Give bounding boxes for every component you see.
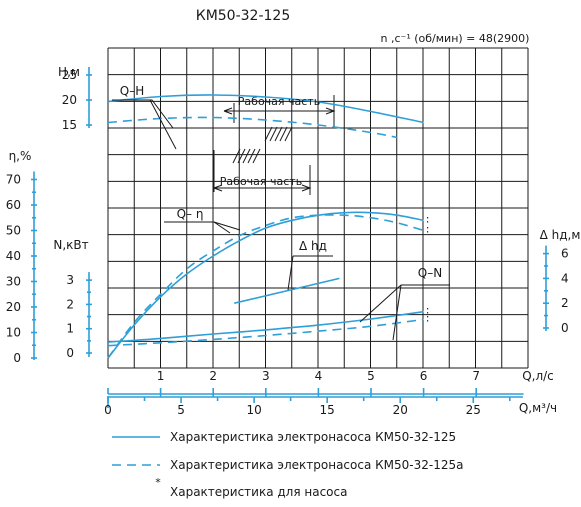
- curve-q-n-dashed: [107, 318, 424, 347]
- legend-text-solid: Характеристика электронасоса КМ50-32-125: [170, 430, 456, 444]
- qn-curve-label: Q–N: [418, 266, 442, 280]
- power-tick-label: 0: [66, 346, 74, 360]
- work-zone-hatch: [242, 148, 251, 164]
- q-ls-tick-label: 2: [209, 369, 217, 383]
- work-zone-hatch: [252, 148, 261, 164]
- qh-curve-label: Q–H: [120, 84, 144, 98]
- curve-q-h-dashed: [107, 116, 398, 139]
- work-zone-label-bottom: Рабочая часть: [220, 175, 302, 188]
- q-m3h-tick-label: 25: [466, 403, 481, 417]
- power-tick-label: 2: [66, 297, 74, 311]
- work-zone-bottom-arrow-right: [301, 184, 312, 192]
- work-zone-label-top: Рабочая часть: [238, 95, 320, 108]
- work-zone-hatch: [269, 126, 278, 142]
- chart-curves: ::::: [107, 94, 430, 359]
- work-zone-top-arrow-left: [223, 107, 233, 115]
- efficiency-tick-label: 50: [6, 224, 21, 238]
- head-tick-label: 15: [62, 118, 77, 132]
- work-zone-hatch: [279, 126, 288, 142]
- chart-legend: *: [112, 436, 161, 489]
- power-tick-label: 1: [66, 322, 74, 336]
- legend-text-dashed: Характеристика электронасоса КМ50-32-125…: [170, 458, 463, 472]
- star-marker: :: [426, 304, 430, 317]
- npsh-tick-label: 6: [561, 247, 569, 261]
- star-marker: :: [426, 223, 430, 236]
- work-zone-hatch: [237, 148, 246, 164]
- efficiency-tick-label: 10: [6, 326, 21, 340]
- efficiency-tick-label: 60: [6, 198, 21, 212]
- work-zone-marks: [213, 95, 336, 195]
- work-zone-top-arrow-right: [325, 107, 336, 115]
- q-m3h-tick-label: 5: [177, 403, 185, 417]
- q-m3h-axis-label: Q,м³/ч: [519, 401, 557, 415]
- q-ls-tick-label: 7: [472, 369, 480, 383]
- q-ls-tick-label: 4: [315, 369, 323, 383]
- q-m3h-tick-label: 20: [393, 403, 408, 417]
- q-ls-axis-label: Q,л/с: [522, 369, 554, 383]
- head-tick-label: 20: [62, 93, 77, 107]
- work-zone-hatch: [232, 148, 241, 164]
- npsh-label-leader: [287, 255, 294, 291]
- work-zone-hatch: [274, 126, 283, 142]
- qh-label-leader: [112, 99, 174, 129]
- star-marker: :: [426, 212, 430, 225]
- speed-label: n ,с⁻¹ (об/мин) = 48(2900): [381, 32, 530, 45]
- chart-axes: 1 2 3 4 5 6 70 5 10 15 20 2515202501020304050607001…: [6, 67, 569, 417]
- q-m3h-tick-label: 0: [104, 403, 112, 417]
- curve-q--dashed: [107, 214, 424, 359]
- efficiency-tick-label: 40: [6, 249, 21, 263]
- curve-q--solid: [107, 211, 424, 359]
- qn-label-leader-2: [392, 284, 402, 341]
- q-ls-tick-label: 5: [367, 369, 375, 383]
- work-zone-bottom-bracket: [213, 150, 311, 195]
- curve-q-n-solid: [107, 310, 424, 343]
- chart-grid: [107, 47, 529, 369]
- work-zone-bottom-arrow-left: [213, 184, 223, 192]
- qeta-curve-label: Q– η: [177, 207, 204, 221]
- npsh-axis-label: Δ hд,м: [540, 228, 581, 242]
- curve-q-h-solid: [107, 94, 424, 124]
- power-axis-label: N,кВт: [53, 238, 88, 252]
- q-ls-tick-label: 3: [262, 369, 270, 383]
- efficiency-axis-label: η,%: [9, 149, 32, 163]
- npsh-tick-label: 0: [561, 321, 569, 335]
- npsh-curve-label: Δ hд: [299, 239, 327, 253]
- npsh-tick-label: 4: [561, 271, 569, 285]
- efficiency-tick-label: 20: [6, 300, 21, 314]
- q-ls-tick-label: 6: [420, 369, 428, 383]
- legend-text-star: Характеристика для насоса: [170, 485, 347, 499]
- efficiency-tick-label: 70: [6, 173, 21, 187]
- power-tick-label: 3: [66, 273, 74, 287]
- curve--hд-solid: [234, 277, 340, 304]
- head-tick-label: 25: [62, 68, 77, 82]
- q-m3h-tick-label: 15: [320, 403, 335, 417]
- efficiency-tick-label: 0: [13, 351, 21, 365]
- q-m3h-tick-label: 10: [246, 403, 261, 417]
- qh-label-leader-2: [149, 99, 177, 150]
- work-zone-hatch: [247, 148, 256, 164]
- npsh-tick-label: 2: [561, 296, 569, 310]
- work-zone-hatch: [284, 126, 293, 142]
- q-ls-tick-label: 1: [157, 369, 165, 383]
- work-zone-hatch: [264, 126, 273, 142]
- efficiency-tick-label: 30: [6, 275, 21, 289]
- chart-labels: [112, 99, 450, 341]
- head-axis-label: Н,м: [58, 65, 80, 79]
- legend-sample-star: *: [155, 476, 161, 489]
- qeta-label-leader-2: [213, 221, 241, 231]
- qn-label-leader: [359, 284, 402, 323]
- chart-title: КМ50-32-125: [196, 8, 290, 24]
- star-marker: :: [426, 311, 430, 324]
